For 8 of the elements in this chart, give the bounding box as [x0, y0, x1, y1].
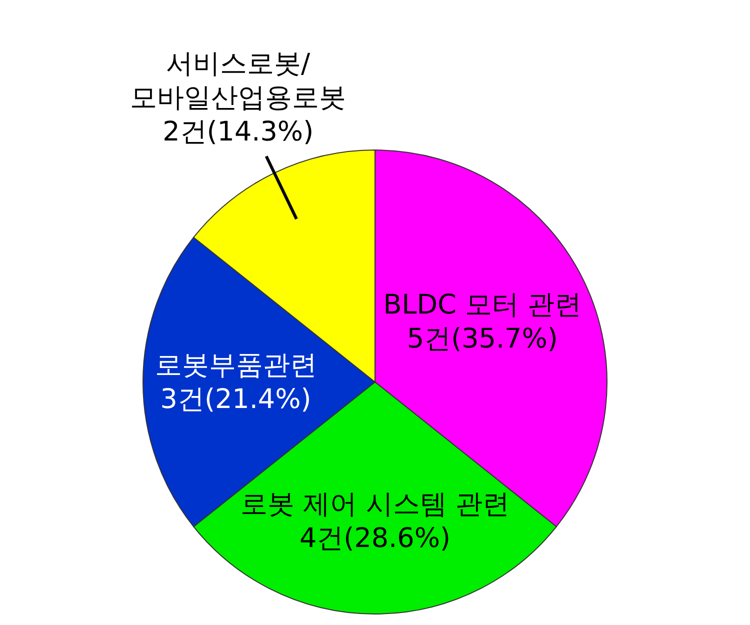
data-label: 4건(28.6%)	[299, 522, 451, 554]
data-label: 5건(35.7%)	[406, 323, 558, 354]
data-label: 2건(14.3%)	[162, 116, 314, 148]
slice-label: 로봇부품관련	[154, 350, 317, 380]
slice-label: 서비스로봇/ 모바일산업용로봇	[130, 48, 346, 114]
slice-label: BLDC 모터 관련	[383, 289, 582, 320]
data-label: 3건(21.4%)	[160, 384, 312, 414]
slice-label: 로봇 제어 시스템 관련	[240, 488, 510, 520]
